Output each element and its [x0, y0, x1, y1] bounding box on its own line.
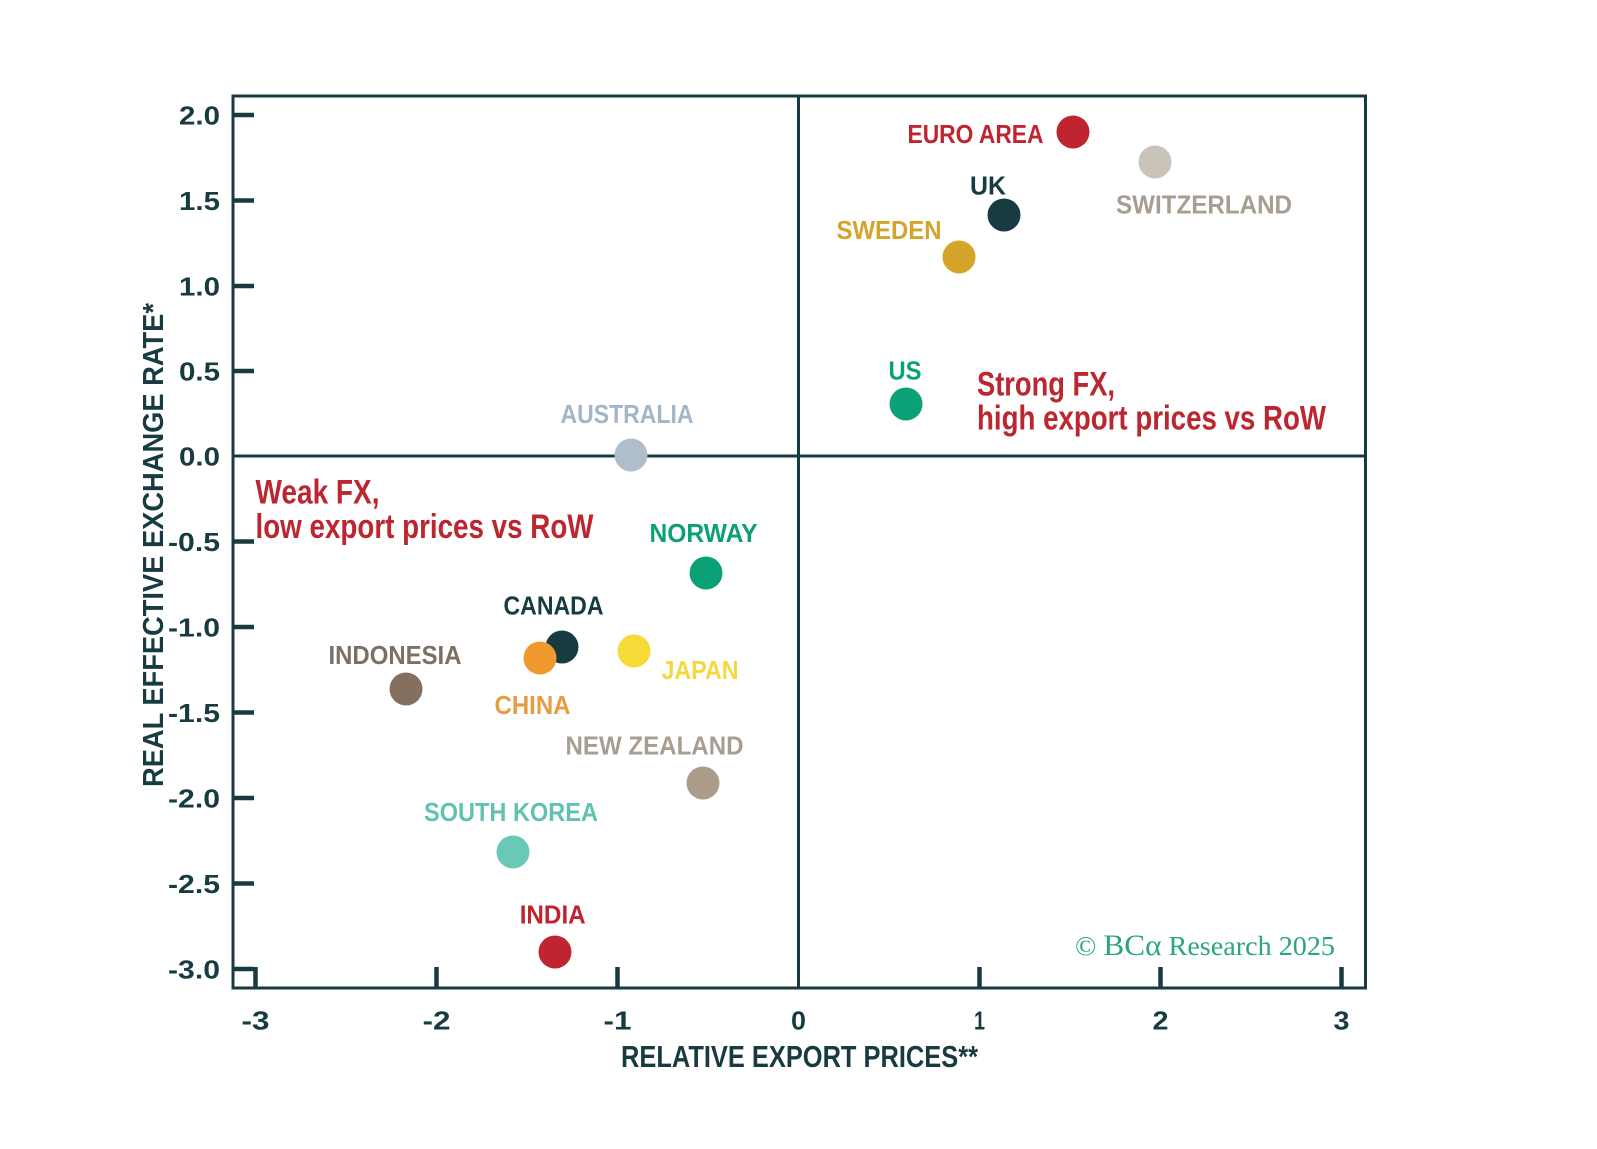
svg-text:Strong FX,: Strong FX,: [977, 365, 1115, 403]
svg-text:EURO AREA: EURO AREA: [908, 119, 1044, 149]
svg-text:0: 0: [791, 1006, 806, 1036]
svg-text:NORWAY: NORWAY: [650, 518, 758, 548]
svg-text:© BCα Research 2025: © BCα Research 2025: [1075, 929, 1335, 962]
svg-text:3: 3: [1334, 1006, 1350, 1036]
svg-text:AUSTRALIA: AUSTRALIA: [561, 399, 694, 429]
svg-text:1: 1: [974, 1006, 985, 1036]
svg-text:SOUTH KOREA: SOUTH KOREA: [424, 797, 598, 827]
svg-text:INDIA: INDIA: [520, 899, 586, 929]
svg-text:JAPAN: JAPAN: [662, 655, 739, 685]
svg-text:0.0: 0.0: [179, 441, 220, 471]
svg-text:CANADA: CANADA: [504, 591, 604, 621]
svg-text:SWITZERLAND: SWITZERLAND: [1116, 189, 1292, 219]
svg-text:CHINA: CHINA: [495, 690, 571, 720]
svg-text:US: US: [889, 356, 922, 386]
svg-text:-1.0: -1.0: [168, 612, 220, 642]
svg-text:UK: UK: [970, 170, 1006, 200]
svg-text:-0.5: -0.5: [168, 527, 220, 557]
svg-text:low export prices vs RoW: low export prices vs RoW: [256, 508, 595, 546]
svg-text:2: 2: [1153, 1006, 1169, 1036]
svg-text:-2: -2: [423, 1006, 451, 1036]
svg-text:RELATIVE EXPORT PRICES**: RELATIVE EXPORT PRICES**: [621, 1039, 979, 1074]
svg-text:1.5: 1.5: [179, 186, 220, 216]
svg-text:0.5: 0.5: [179, 356, 220, 386]
svg-text:high export prices vs RoW: high export prices vs RoW: [977, 400, 1327, 438]
svg-text:-2.5: -2.5: [168, 869, 220, 899]
svg-text:Weak FX,: Weak FX,: [256, 474, 380, 512]
svg-text:NEW ZEALAND: NEW ZEALAND: [566, 730, 744, 760]
svg-text:2.0: 2.0: [179, 100, 220, 130]
svg-text:SWEDEN: SWEDEN: [837, 215, 942, 245]
svg-text:INDONESIA: INDONESIA: [329, 640, 462, 670]
svg-text:-3.0: -3.0: [168, 954, 220, 984]
svg-text:-1.5: -1.5: [168, 698, 220, 728]
svg-text:-2.0: -2.0: [168, 783, 220, 813]
svg-text:-3: -3: [242, 1006, 270, 1036]
svg-text:1.0: 1.0: [179, 271, 220, 301]
svg-text:REAL EFFECTIVE EXCHANGE RATE*: REAL EFFECTIVE EXCHANGE RATE*: [138, 302, 170, 787]
svg-text:-1: -1: [604, 1006, 632, 1036]
